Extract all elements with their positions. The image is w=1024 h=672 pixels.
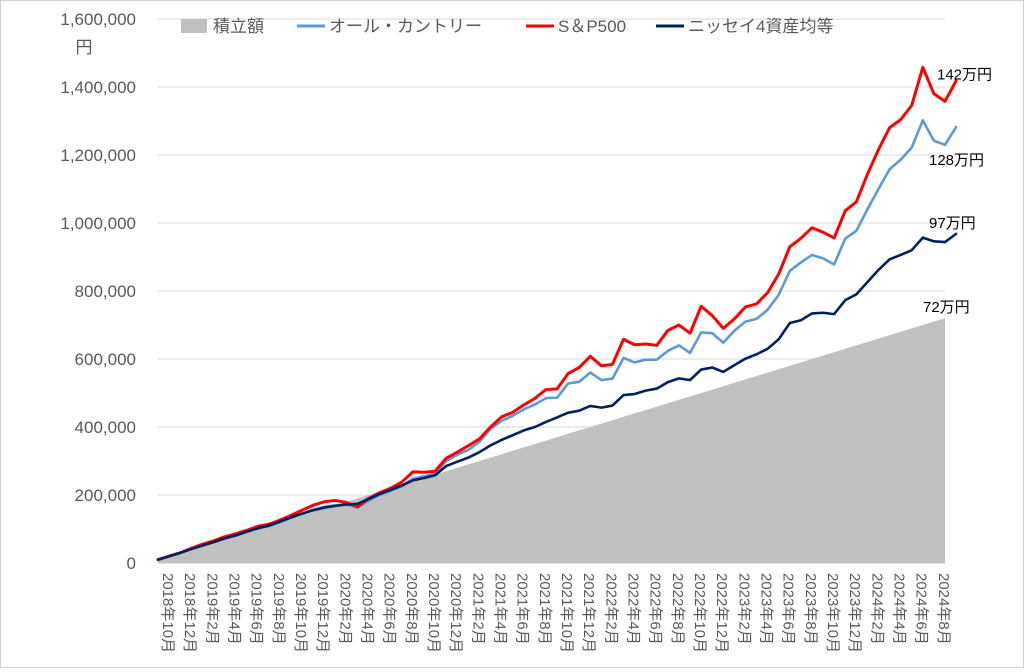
- y-tick-label: 0: [127, 554, 136, 573]
- x-tick-label: 2019年8月: [270, 573, 287, 645]
- y-tick-label: 1,400,000: [60, 78, 136, 97]
- x-tick-label: 2022年12月: [713, 573, 730, 653]
- x-tick-label: 2019年4月: [226, 573, 243, 645]
- x-tick-label: 2023年10月: [824, 573, 841, 653]
- x-tick-label: 2020年6月: [381, 573, 398, 645]
- y-tick-label: 400,000: [75, 418, 136, 437]
- y-tick-label: 200,000: [75, 486, 136, 505]
- x-tick-label: 2023年12月: [846, 573, 863, 653]
- x-tick-label: 2022年10月: [691, 573, 708, 653]
- x-tick-label: 2023年8月: [802, 573, 819, 645]
- x-tick-label: 2023年6月: [780, 573, 797, 645]
- x-tick-label: 2023年2月: [735, 573, 752, 645]
- x-tick-label: 2022年2月: [602, 573, 619, 645]
- x-tick-label: 2018年10月: [159, 573, 176, 653]
- x-tick-label: 2024年8月: [935, 573, 952, 645]
- x-tick-label: 2020年8月: [403, 573, 420, 645]
- y-tick-label: 600,000: [75, 350, 136, 369]
- x-tick-label: 2019年6月: [248, 573, 265, 645]
- legend-label: ニッセイ4資産均等: [688, 17, 833, 36]
- line-layer: [156, 65, 958, 562]
- legend-label: 積立額: [213, 17, 264, 36]
- x-tick-label: 2021年6月: [514, 573, 531, 645]
- end-value-annotation: 72万円: [923, 299, 970, 316]
- y-tick-label: 1,600,000: [60, 10, 136, 29]
- x-tick-label: 2023年4月: [758, 573, 775, 645]
- x-tick-label: 2024年2月: [868, 573, 885, 645]
- gridlines: [158, 18, 945, 496]
- x-tick-label: 2020年12月: [447, 573, 464, 653]
- axes: 0 200,000 400,000 600,000 800,000 1,000,000 1,…: [60, 10, 952, 653]
- legend-label: S＆P500: [558, 17, 626, 36]
- end-value-annotation: 97万円: [929, 215, 976, 232]
- x-tick-label: 2019年10月: [292, 573, 309, 653]
- end-value-annotation: 142万円: [937, 66, 992, 83]
- area-layer: [158, 318, 945, 563]
- y-axis-label: 円: [76, 38, 93, 57]
- x-tick-label: 2021年2月: [469, 573, 486, 645]
- end-value-annotation: 128万円: [929, 152, 984, 169]
- legend-label: オール・カントリー: [329, 17, 482, 36]
- y-tick-label: 1,000,000: [60, 214, 136, 233]
- x-tick-label: 2022年6月: [647, 573, 664, 645]
- y-tick-label: 800,000: [75, 282, 136, 301]
- x-tick-label: 2024年4月: [891, 573, 908, 645]
- annotations: 142万円 128万円 97万円 72万円: [923, 66, 992, 316]
- x-tick-label: 2021年8月: [536, 573, 553, 645]
- x-tick-label: 2022年8月: [669, 573, 686, 645]
- x-tick-label: 2021年12月: [580, 573, 597, 653]
- x-tick-label: 2021年10月: [558, 573, 575, 653]
- x-tick-label: 2020年4月: [359, 573, 376, 645]
- y-tick-label: 1,200,000: [60, 146, 136, 165]
- x-tick-label: 2020年10月: [425, 573, 442, 653]
- legend: 積立額 オール・カントリー S＆P500 ニッセイ4資産均等: [181, 17, 833, 36]
- x-tick-label: 2020年2月: [336, 573, 353, 645]
- series-line-3: [156, 232, 958, 561]
- x-tick-label: 2019年12月: [314, 573, 331, 653]
- series-area-0: [158, 318, 945, 563]
- x-tick-label: 2021年4月: [492, 573, 509, 645]
- x-tick-label: 2022年4月: [625, 573, 642, 645]
- x-tick-label: 2024年6月: [913, 573, 930, 645]
- x-tick-label: 2018年12月: [181, 573, 198, 653]
- x-tick-label: 2019年2月: [203, 573, 220, 645]
- series-line-2: [156, 65, 958, 562]
- legend-swatch: [181, 19, 207, 33]
